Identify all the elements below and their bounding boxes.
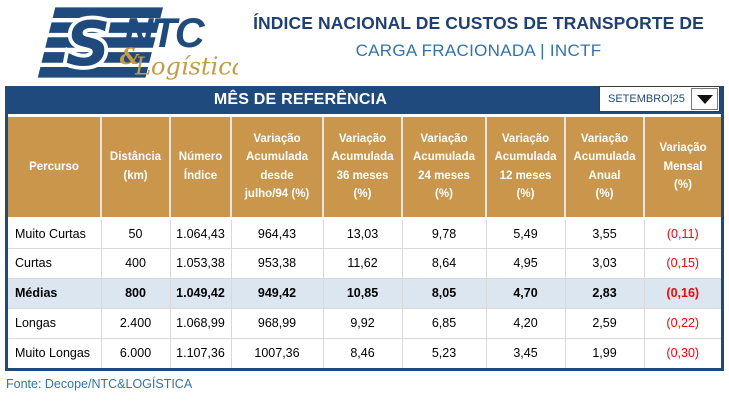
- cell-percurso: Muito Curtas: [8, 218, 102, 249]
- logo-emblem-icon: [37, 7, 163, 78]
- cell-numero-indice: 1.049,42: [170, 278, 232, 309]
- month-dropdown[interactable]: SETEMBRO|25: [599, 86, 720, 112]
- page-title: ÍNDICE NACIONAL DE CUSTOS DE TRANSPORTE …: [238, 0, 729, 61]
- cell-acumulada-12m: 4,70: [486, 278, 566, 309]
- table-header-row: Percurso Distância (km) Número Índice Va…: [8, 117, 721, 220]
- column-header-mensal: Variação Mensal (%): [644, 117, 721, 220]
- cell-distancia: 800: [101, 278, 171, 309]
- cell-acumulada-12m: 4,95: [486, 248, 566, 279]
- cell-acumulada-24m: 8,64: [402, 248, 487, 279]
- table-row: Longas 2.400 1.068,99 968,99 9,92 6,85 4…: [8, 308, 721, 339]
- cell-percurso: Longas: [8, 308, 102, 339]
- cell-variacao-mensal: (0,15): [644, 248, 721, 279]
- cell-acumulada-12m: 4,20: [486, 308, 566, 339]
- cell-variacao-mensal: (0,22): [644, 308, 721, 339]
- cell-acumulada-anual: 3,03: [565, 248, 645, 279]
- cell-acumulada-anual: 3,55: [565, 218, 645, 249]
- cell-acumulada-anual: 2,83: [565, 278, 645, 309]
- cell-acumulada-36m: 13,03: [323, 218, 403, 249]
- month-dropdown-button[interactable]: [691, 88, 718, 110]
- logo-ampersand: &: [120, 44, 140, 70]
- footer-source: Fonte: Decope/NTC&LOGÍSTICA: [6, 377, 193, 391]
- logo-script-text: Logística: [134, 53, 238, 81]
- table-row: Curtas 400 1.053,38 953,38 11,62 8,64 4,…: [8, 248, 721, 279]
- column-header-acumulada-36m: Variação Acumulada 36 meses (%): [323, 117, 403, 220]
- cell-acumulada-julho94: 953,38: [231, 248, 324, 279]
- cell-numero-indice: 1.107,36: [170, 338, 232, 368]
- cell-acumulada-julho94: 1007,36: [231, 338, 324, 368]
- ntc-logo: S NTC & Logística: [0, 0, 246, 89]
- table-row: Médias 800 1.049,42 949,42 10,85 8,05 4,…: [8, 278, 721, 309]
- logo-s-letter: S: [66, 8, 110, 80]
- column-header-percurso: Percurso: [8, 117, 102, 220]
- cell-distancia: 2.400: [101, 308, 171, 339]
- month-dropdown-value[interactable]: SETEMBRO|25: [608, 93, 685, 105]
- table-row: Muito Longas 6.000 1.107,36 1007,36 8,46…: [8, 338, 721, 368]
- cost-index-table: Percurso Distância (km) Número Índice Va…: [8, 117, 721, 368]
- cell-acumulada-36m: 10,85: [323, 278, 403, 309]
- page-header: S NTC & Logística ÍNDICE NACIONAL DE CUS…: [0, 0, 729, 86]
- cell-acumulada-12m: 5,49: [486, 218, 566, 249]
- cell-acumulada-julho94: 949,42: [231, 278, 324, 309]
- table-row: Muito Curtas 50 1.064,43 964,43 13,03 9,…: [8, 218, 721, 249]
- chevron-down-icon: [696, 94, 713, 104]
- cell-variacao-mensal: (0,11): [644, 218, 721, 249]
- column-header-numero-indice: Número Índice: [170, 117, 232, 220]
- column-header-distancia: Distância (km): [101, 117, 171, 220]
- reference-bar: MÊS DE REFERÊNCIA SETEMBRO|25: [8, 86, 721, 114]
- cell-percurso: Médias: [8, 278, 102, 309]
- column-header-acumulada-24m: Variação Acumulada 24 meses (%): [402, 117, 487, 220]
- ntc-logo-graphic: S NTC & Logística: [37, 4, 246, 84]
- page-title-line2: CARGA FRACIONADA | INCTF: [355, 41, 602, 60]
- cell-acumulada-36m: 11,62: [323, 248, 403, 279]
- cell-acumulada-julho94: 968,99: [231, 308, 324, 339]
- cell-acumulada-36m: 9,92: [323, 308, 403, 339]
- cell-acumulada-24m: 9,78: [402, 218, 487, 249]
- cell-numero-indice: 1.053,38: [170, 248, 232, 279]
- cell-acumulada-anual: 1,99: [565, 338, 645, 368]
- cell-variacao-mensal: (0,16): [644, 278, 721, 309]
- column-header-acumulada-anual: Variação Acumulada Anual (%): [565, 117, 645, 220]
- cell-numero-indice: 1.064,43: [170, 218, 232, 249]
- cell-variacao-mensal: (0,30): [644, 338, 721, 368]
- cell-distancia: 400: [101, 248, 171, 279]
- page-title-line1: ÍNDICE NACIONAL DE CUSTOS DE TRANSPORTE …: [253, 13, 704, 33]
- cell-numero-indice: 1.068,99: [170, 308, 232, 339]
- cell-distancia: 50: [101, 218, 171, 249]
- cell-acumulada-anual: 2,59: [565, 308, 645, 339]
- cell-percurso: Curtas: [8, 248, 102, 279]
- cell-acumulada-julho94: 964,43: [231, 218, 324, 249]
- cell-acumulada-24m: 6,85: [402, 308, 487, 339]
- column-header-acumulada-12m: Variação Acumulada 12 meses (%): [486, 117, 566, 220]
- cell-acumulada-24m: 5,23: [402, 338, 487, 368]
- cell-distancia: 6.000: [101, 338, 171, 368]
- cell-acumulada-24m: 8,05: [402, 278, 487, 309]
- cell-acumulada-36m: 8,46: [323, 338, 403, 368]
- column-header-acumulada-julho94: Variação Acumulada desde julho/94 (%): [231, 117, 324, 220]
- reference-bar-title: MÊS DE REFERÊNCIA: [213, 91, 388, 108]
- logo-ntc-text: NTC: [124, 10, 206, 56]
- cell-percurso: Muito Longas: [8, 338, 102, 368]
- cell-acumulada-12m: 3,45: [486, 338, 566, 368]
- index-panel: MÊS DE REFERÊNCIA SETEMBRO|25 Percurso D…: [5, 86, 724, 371]
